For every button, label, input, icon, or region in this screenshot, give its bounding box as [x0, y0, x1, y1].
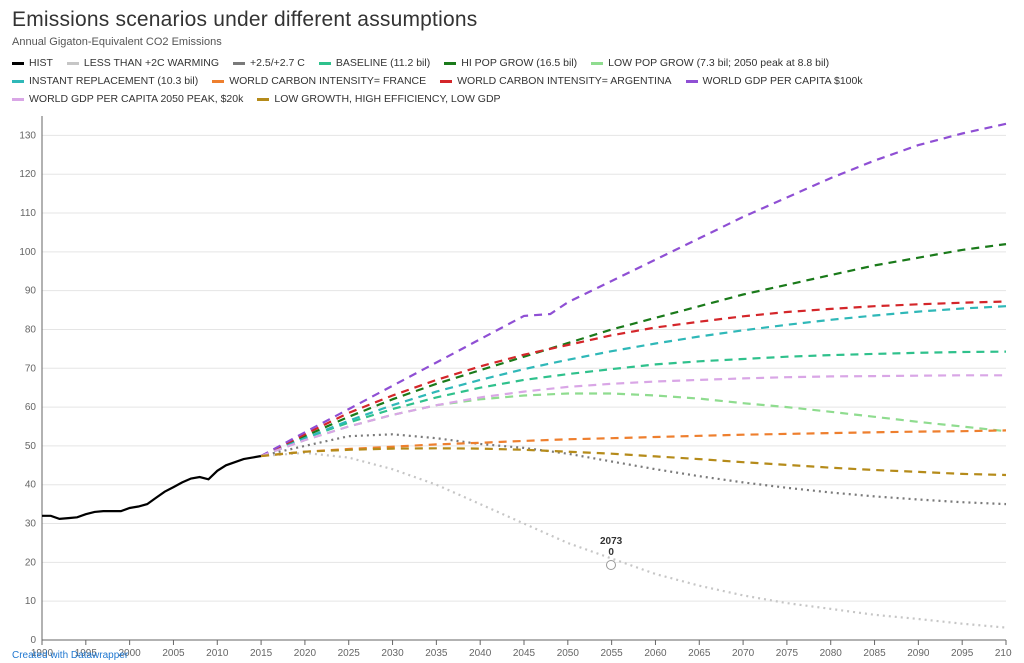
svg-text:2015: 2015	[250, 648, 273, 659]
legend-swatch-icon	[12, 80, 24, 83]
legend-item[interactable]: WORLD CARBON INTENSITY= FRANCE	[212, 73, 426, 90]
legend-label: BASELINE (11.2 bil)	[336, 55, 430, 72]
legend-swatch-icon	[686, 80, 698, 83]
svg-text:2065: 2065	[688, 648, 711, 659]
svg-text:70: 70	[25, 363, 37, 374]
svg-text:2060: 2060	[644, 648, 667, 659]
legend-label: WORLD GDP PER CAPITA 2050 PEAK, $20k	[29, 91, 243, 108]
legend-swatch-icon	[12, 98, 24, 101]
svg-text:2005: 2005	[162, 648, 185, 659]
legend-item[interactable]: HIST	[12, 55, 53, 72]
series-line	[261, 434, 1006, 504]
svg-text:2090: 2090	[907, 648, 930, 659]
series-line	[261, 448, 1006, 475]
svg-text:80: 80	[25, 324, 37, 335]
svg-text:2020: 2020	[294, 648, 317, 659]
legend-swatch-icon	[12, 62, 24, 65]
legend-item[interactable]: WORLD CARBON INTENSITY= ARGENTINA	[440, 73, 671, 90]
legend-swatch-icon	[319, 62, 331, 65]
svg-text:2070: 2070	[732, 648, 755, 659]
svg-text:2100: 2100	[995, 648, 1012, 659]
chart-title: Emissions scenarios under different assu…	[12, 8, 1012, 32]
footer-attribution-link[interactable]: Created with Datawrapper	[12, 650, 128, 661]
svg-text:120: 120	[19, 169, 36, 180]
svg-text:100: 100	[19, 247, 36, 258]
series-line	[261, 351, 1006, 455]
svg-text:30: 30	[25, 518, 37, 529]
svg-text:2080: 2080	[820, 648, 843, 659]
legend-item[interactable]: BASELINE (11.2 bil)	[319, 55, 430, 72]
svg-text:110: 110	[20, 208, 36, 219]
legend-label: LOW GROWTH, HIGH EFFICIENCY, LOW GDP	[274, 91, 500, 108]
chart-subtitle: Annual Gigaton-Equivalent CO2 Emissions	[12, 36, 1012, 48]
legend-item[interactable]: LESS THAN +2C WARMING	[67, 55, 219, 72]
legend-swatch-icon	[67, 62, 79, 65]
legend-swatch-icon	[591, 62, 603, 65]
series-line	[261, 124, 1006, 456]
legend-label: LESS THAN +2C WARMING	[84, 55, 219, 72]
legend-item[interactable]: WORLD GDP PER CAPITA $100k	[686, 73, 863, 90]
series-line	[261, 306, 1006, 456]
svg-text:2045: 2045	[513, 648, 536, 659]
legend-item[interactable]: WORLD GDP PER CAPITA 2050 PEAK, $20k	[12, 91, 243, 108]
line-chart-svg: 1020304050607080901001101201300199019952…	[12, 110, 1012, 662]
svg-text:2075: 2075	[776, 648, 799, 659]
svg-text:60: 60	[25, 402, 37, 413]
legend-item[interactable]: INSTANT REPLACEMENT (10.3 bil)	[12, 73, 198, 90]
legend-item[interactable]: LOW POP GROW (7.3 bil; 2050 peak at 8.8 …	[591, 55, 829, 72]
svg-text:2050: 2050	[557, 648, 580, 659]
legend-label: LOW POP GROW (7.3 bil; 2050 peak at 8.8 …	[608, 55, 829, 72]
series-line	[42, 456, 261, 519]
svg-text:2085: 2085	[863, 648, 886, 659]
legend-swatch-icon	[233, 62, 245, 65]
legend-label: HI POP GROW (16.5 bil)	[461, 55, 577, 72]
svg-text:50: 50	[25, 441, 37, 452]
svg-text:0: 0	[30, 635, 36, 646]
svg-text:130: 130	[19, 130, 36, 141]
legend-item[interactable]: LOW GROWTH, HIGH EFFICIENCY, LOW GDP	[257, 91, 500, 108]
svg-text:20: 20	[25, 557, 37, 568]
legend-label: HIST	[29, 55, 53, 72]
series-line	[261, 393, 1006, 456]
legend-item[interactable]: HI POP GROW (16.5 bil)	[444, 55, 577, 72]
legend-label: +2.5/+2.7 C	[250, 55, 305, 72]
legend-label: WORLD CARBON INTENSITY= ARGENTINA	[457, 73, 671, 90]
legend-swatch-icon	[444, 62, 456, 65]
svg-text:40: 40	[25, 479, 37, 490]
chart-legend: HIST LESS THAN +2C WARMING +2.5/+2.7 C BASE…	[12, 54, 1012, 108]
svg-text:2025: 2025	[338, 648, 361, 659]
svg-text:10: 10	[25, 596, 37, 607]
legend-swatch-icon	[440, 80, 452, 83]
svg-text:2040: 2040	[469, 648, 492, 659]
legend-label: WORLD CARBON INTENSITY= FRANCE	[229, 73, 426, 90]
series-line	[261, 244, 1006, 456]
svg-text:90: 90	[25, 285, 37, 296]
plot-area[interactable]: 1020304050607080901001101201300199019952…	[12, 110, 1012, 662]
legend-label: WORLD GDP PER CAPITA $100k	[703, 73, 863, 90]
svg-text:2035: 2035	[425, 648, 448, 659]
svg-text:2030: 2030	[381, 648, 404, 659]
svg-text:2055: 2055	[601, 648, 624, 659]
svg-text:2010: 2010	[206, 648, 229, 659]
svg-text:2095: 2095	[951, 648, 974, 659]
legend-swatch-icon	[257, 98, 269, 101]
chart-container: Emissions scenarios under different assu…	[0, 0, 1024, 663]
legend-label: INSTANT REPLACEMENT (10.3 bil)	[29, 73, 198, 90]
legend-item[interactable]: +2.5/+2.7 C	[233, 55, 305, 72]
legend-swatch-icon	[212, 80, 224, 83]
